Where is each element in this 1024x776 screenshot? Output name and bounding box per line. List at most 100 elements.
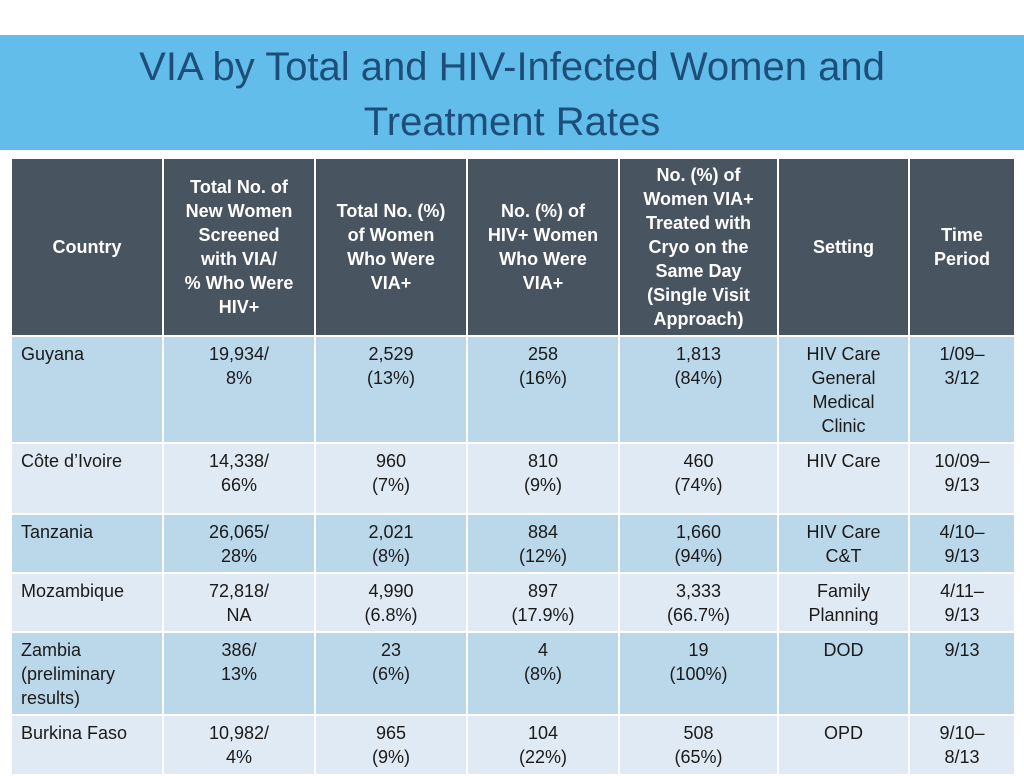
- screened-cell: 10,982/4%: [162, 714, 316, 776]
- country-cell: Zambia (preliminary results): [10, 631, 164, 716]
- cell-text-line: Tanzania: [21, 522, 94, 542]
- cell-text-line: 9/13: [944, 640, 980, 660]
- cell-text-line: (65%): [674, 747, 723, 767]
- header-time-period: Time Period: [908, 157, 1016, 337]
- cell-text-line: 13%: [220, 664, 258, 684]
- screened-cell: 26,065/28%: [162, 513, 316, 574]
- country-cell: Mozambique: [10, 572, 164, 633]
- cell-text-line: OPD: [823, 723, 863, 743]
- header-text-line: HIV+: [218, 297, 260, 317]
- time-period-cell: 10/09– 9/13: [908, 442, 1016, 515]
- header-text-line: Period: [933, 249, 990, 269]
- cell-text-line: 4: [537, 640, 548, 660]
- cell-text-line: (8%): [523, 664, 562, 684]
- cell-text-line: HIV Care: [806, 344, 881, 364]
- cell-text-line: 4,990: [368, 581, 414, 601]
- cell-text-line: 9/13: [944, 475, 980, 495]
- cell-text-line: (13%): [366, 368, 415, 388]
- cell-text-line: (16%): [518, 368, 567, 388]
- cell-text-line: 3,333: [675, 581, 722, 601]
- cell-text-line: 8%: [225, 368, 252, 388]
- header-text-line: of Women: [347, 225, 435, 245]
- hiv-via-positive-cell: 897 (17.9%): [466, 572, 620, 633]
- cell-text-line: 9/13: [944, 605, 980, 625]
- cell-text-line: 9/13: [944, 546, 980, 566]
- cell-text-line: 1,660: [675, 522, 722, 542]
- header-text-line: Cryo on the: [648, 237, 749, 257]
- cell-text-line: (94%): [674, 546, 723, 566]
- header-text-line: % Who Were: [184, 273, 294, 293]
- table-body: Guyana 19,934/8% 2,529 (13%) 258 (16%) 1,813 (8…: [10, 335, 1016, 776]
- country-cell: Burkina Faso: [10, 714, 164, 776]
- slide-title-line: Treatment Rates: [363, 100, 661, 144]
- time-period-cell: 4/10– 9/13: [908, 513, 1016, 574]
- setting-cell: HIV Care General Medical Clinic: [777, 335, 910, 444]
- cell-text-line: (100%): [669, 664, 728, 684]
- via-positive-cell: 2,529 (13%): [314, 335, 468, 444]
- cell-text-line: C&T: [825, 546, 862, 566]
- header-text-line: Screened: [198, 225, 280, 245]
- cell-text-line: 10/09–: [934, 451, 990, 471]
- table-row: Tanzania 26,065/28% 2,021 (8%) 884 (12%) 1,660…: [10, 513, 1016, 574]
- header-text-line: (Single Visit: [647, 285, 750, 305]
- cell-text-line: DOD: [823, 640, 864, 660]
- header-text-line: Same Day: [655, 261, 742, 281]
- via-table-container: Country Total No. of New Women Screened with…: [10, 157, 1016, 776]
- screened-cell: 386/13%: [162, 631, 316, 716]
- cell-text-line: 72,818/: [208, 581, 270, 601]
- cell-text-line: (9%): [371, 747, 410, 767]
- cell-text-line: 3/12: [944, 368, 980, 388]
- cell-text-line: 897: [527, 581, 559, 601]
- cell-text-line: 19: [688, 640, 709, 660]
- country-cell: Côte d’Ivoire: [10, 442, 164, 515]
- header-total-via-positive: Total No. (%) of Women Who Were VIA+: [314, 157, 468, 337]
- header-text-line: Women VIA+: [643, 189, 754, 209]
- cell-text-line: 386/: [221, 640, 257, 660]
- cell-text-line: 28%: [220, 546, 258, 566]
- screened-cell: 14,338/66%: [162, 442, 316, 515]
- cell-text-line: (17.9%): [511, 605, 575, 625]
- cell-text-line: 4%: [225, 747, 252, 767]
- table-row: Côte d’Ivoire 14,338/66% 960 (7%) 810 (9%) 460…: [10, 442, 1016, 515]
- cell-text-line: (12%): [518, 546, 567, 566]
- cell-text-line: 965: [375, 723, 407, 743]
- slide-title: VIA by Total and HIV-Infected Women and …: [0, 40, 1024, 150]
- header-text-line: VIA+: [370, 273, 412, 293]
- table-row: Guyana 19,934/8% 2,529 (13%) 258 (16%) 1,813 (8…: [10, 335, 1016, 444]
- setting-cell: DOD: [777, 631, 910, 716]
- header-text-line: VIA+: [522, 273, 564, 293]
- via-positive-cell: 965 (9%): [314, 714, 468, 776]
- cell-text-line: Mozambique: [21, 581, 125, 601]
- cell-text-line: General: [811, 368, 876, 388]
- cell-text-line: (8%): [371, 546, 410, 566]
- cell-text-line: 4/11–: [940, 581, 984, 601]
- slide-title-line: VIA by Total and HIV-Infected Women and: [139, 45, 885, 89]
- cell-text-line: 104: [527, 723, 559, 743]
- treated-cell: 3,333 (66.7%): [618, 572, 779, 633]
- setting-cell: Family Planning: [777, 572, 910, 633]
- cell-text-line: 9/10–: [939, 723, 985, 743]
- cell-text-line: (9%): [523, 475, 562, 495]
- treated-cell: 1,813 (84%): [618, 335, 779, 444]
- header-text-line: No. (%) of: [501, 201, 585, 221]
- cell-text-line: 10,982/: [208, 723, 270, 743]
- cell-text-line: 14,338/: [208, 451, 270, 471]
- cell-text-line: Planning: [808, 605, 879, 625]
- cell-text-line: 508: [683, 723, 714, 743]
- header-text-line: Total No. (%): [336, 201, 446, 221]
- cell-text-line: (66.7%): [666, 605, 731, 625]
- cell-text-line: (84%): [674, 368, 723, 388]
- hiv-via-positive-cell: 884 (12%): [466, 513, 620, 574]
- header-text-line: Time: [941, 225, 983, 245]
- cell-text-line: Zambia: [21, 640, 82, 660]
- treated-cell: 460 (74%): [618, 442, 779, 515]
- treated-cell: 1,660 (94%): [618, 513, 779, 574]
- header-setting: Setting: [777, 157, 910, 337]
- cell-text-line: HIV Care: [806, 451, 881, 471]
- treated-cell: 19 (100%): [618, 631, 779, 716]
- via-positive-cell: 2,021 (8%): [314, 513, 468, 574]
- cell-text-line: 960: [375, 451, 407, 471]
- cell-text-line: 2,021: [368, 522, 414, 542]
- via-results-table: Country Total No. of New Women Screened with…: [10, 157, 1016, 776]
- time-period-cell: 1/09– 3/12: [908, 335, 1016, 444]
